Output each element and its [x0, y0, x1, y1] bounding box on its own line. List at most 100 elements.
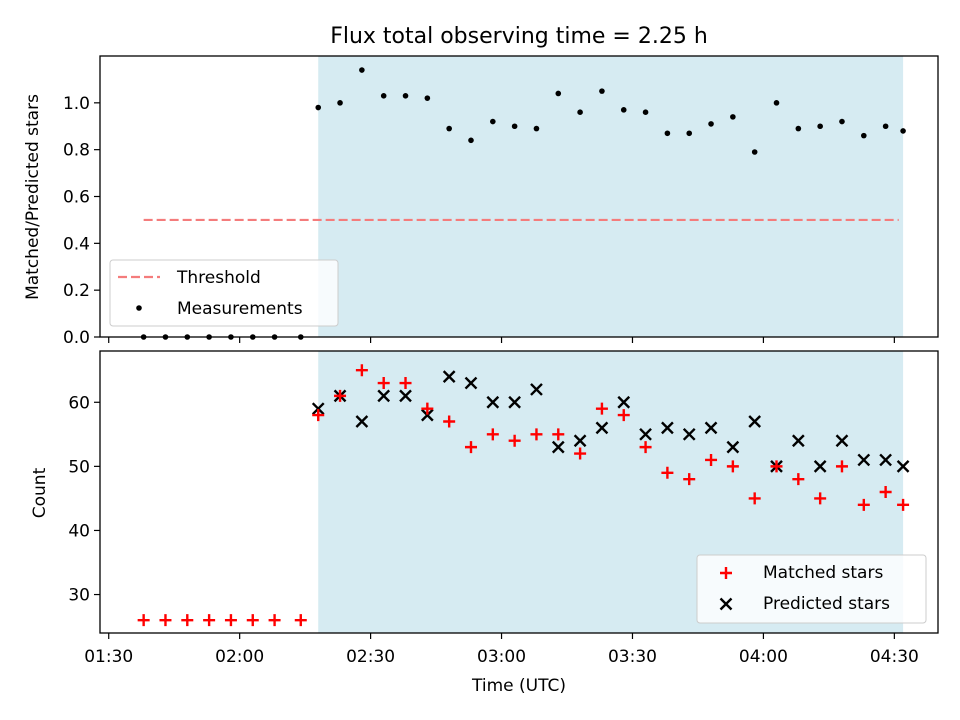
- predicted-point: [748, 415, 762, 428]
- matched-point: [726, 460, 739, 473]
- matched-point: [748, 492, 761, 505]
- predicted-point: [639, 427, 652, 441]
- matched-point: [683, 473, 696, 486]
- matched-point: [224, 614, 237, 627]
- measurement-point: [599, 88, 605, 94]
- matched-point: [159, 614, 172, 627]
- matched-point: [814, 492, 827, 505]
- measurement-point: [817, 123, 823, 130]
- matched-point: [464, 441, 477, 454]
- chart-title: Flux total observing time = 2.25 h: [330, 24, 708, 49]
- legend-predicted-marker: [719, 597, 733, 611]
- measurement-point: [359, 67, 365, 73]
- x-tick-label: 04:00: [739, 647, 788, 667]
- y-tick-label: 0.2: [63, 281, 90, 301]
- predicted-point: [442, 370, 456, 383]
- measurement-point: [402, 93, 409, 99]
- predicted-point: [661, 421, 674, 435]
- matched-point: [574, 447, 587, 460]
- matched-point: [268, 614, 281, 627]
- measurement-point: [882, 123, 889, 130]
- x-tick-label: 02:00: [215, 647, 264, 667]
- bottom-x-axis: 01:30 02:00 02:30 03:00 03:30 04:00 04:30: [84, 633, 919, 667]
- matched-point: [595, 402, 608, 415]
- measurement-point: [900, 128, 906, 134]
- legend-matched-marker: [720, 567, 732, 579]
- bottom-legend: Matched stars Predicted stars: [696, 554, 927, 624]
- matched-point: [486, 428, 499, 441]
- measurement-point: [708, 121, 714, 127]
- matched-point: [246, 614, 259, 627]
- predicted-point: [595, 421, 609, 435]
- top-legend: Threshold Measurements: [109, 259, 339, 327]
- x-tick-label: 02:30: [346, 647, 395, 667]
- matched-point: [334, 389, 347, 402]
- matched-point: [770, 460, 783, 473]
- measurement-point: [751, 149, 758, 155]
- measurement-point: [380, 93, 387, 99]
- legend-measurement-swatch: [136, 305, 142, 311]
- matched-point: [137, 614, 150, 627]
- y-tick-label: 40: [68, 521, 90, 541]
- measurement-point: [773, 100, 780, 106]
- matched-point: [355, 364, 368, 377]
- bottom-y-axis-label: Count: [30, 467, 50, 518]
- matched-points: [137, 364, 910, 627]
- measurement-point: [839, 118, 845, 125]
- x-tick-label: 03:30: [608, 647, 657, 667]
- matched-point: [705, 453, 718, 466]
- top-y-axis: 0.0 0.2 0.4 0.6 0.8 1.0: [63, 94, 100, 348]
- y-tick-label: 30: [68, 586, 90, 606]
- measurement-point: [533, 125, 540, 132]
- matched-point: [421, 402, 434, 415]
- y-tick-label: 1.0: [63, 94, 90, 114]
- predicted-point: [879, 453, 892, 467]
- matched-point: [835, 460, 848, 473]
- predicted-point: [311, 402, 325, 416]
- predicted-point: [530, 383, 543, 396]
- predicted-point: [704, 421, 718, 435]
- measurement-point: [577, 109, 583, 115]
- bottom-legend-box: [696, 554, 927, 624]
- bottom-frame: [99, 350, 939, 634]
- predicted-point: [617, 395, 631, 409]
- predicted-point: [551, 440, 565, 454]
- matched-point: [294, 614, 307, 627]
- matched-point: [857, 498, 870, 511]
- predicted-point: [508, 395, 521, 409]
- measurement-point: [337, 100, 343, 106]
- predicted-point: [486, 395, 500, 409]
- bottom-y-axis: 30 40 50 60: [68, 393, 100, 606]
- x-axis-label: Time (UTC): [471, 676, 566, 696]
- measurement-point: [795, 125, 802, 132]
- predicted-point: [377, 389, 391, 403]
- measurement-point: [424, 95, 431, 101]
- predicted-point: [464, 376, 478, 390]
- matched-point: [530, 428, 543, 441]
- legend-predicted-label: Predicted stars: [763, 594, 890, 614]
- predicted-point: [857, 453, 871, 467]
- matched-point: [443, 415, 456, 428]
- matched-point: [617, 409, 630, 422]
- measurement-point: [490, 118, 496, 125]
- matched-point: [879, 486, 892, 498]
- predicted-point: [420, 408, 434, 422]
- top-x-ticks: [108, 337, 895, 343]
- measurement-point: [861, 132, 867, 139]
- legend-matched-label: Matched stars: [763, 563, 883, 583]
- legend-matched-swatch: [720, 567, 732, 579]
- predicted-points: [311, 370, 910, 473]
- measurement-point: [511, 123, 518, 130]
- matched-point: [399, 377, 412, 390]
- measurement-point: [730, 114, 736, 120]
- top-frame: [99, 55, 939, 338]
- matched-point: [897, 498, 910, 511]
- measurement-point: [468, 137, 474, 144]
- predicted-point: [726, 440, 740, 454]
- y-tick-label: 50: [68, 457, 90, 477]
- legend-predicted-swatch: [719, 597, 733, 611]
- predicted-point: [835, 434, 849, 448]
- x-tick-label: 04:30: [870, 647, 919, 667]
